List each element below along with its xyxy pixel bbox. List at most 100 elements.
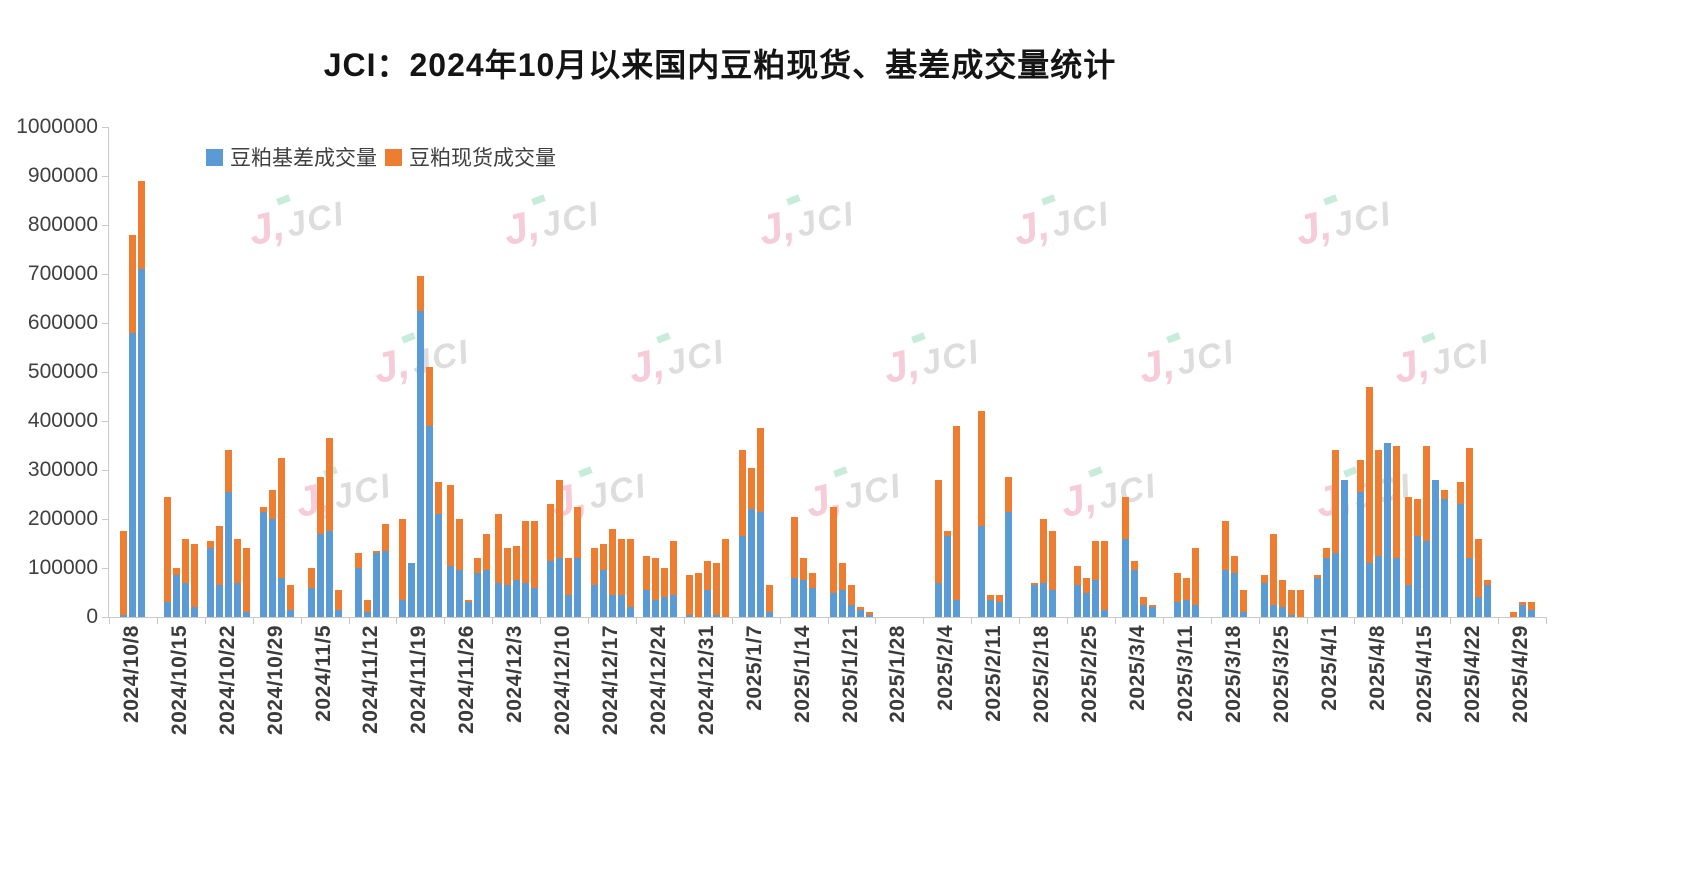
stacked-bar [234, 538, 242, 617]
y-axis-tick [102, 372, 109, 373]
week-group [492, 127, 540, 617]
x-axis-tick [1546, 617, 1547, 624]
week-group [1211, 127, 1259, 617]
bar-segment-basis [373, 553, 381, 617]
stacked-bar [373, 550, 381, 617]
stacked-bar [1384, 443, 1392, 617]
bar-segment-spot [512, 545, 520, 581]
legend-label-spot: 豆粕现货成交量 [409, 147, 556, 170]
stacked-bar [756, 428, 764, 617]
x-axis-label: 2025/3/25 [1269, 625, 1293, 723]
bar-segment-spot [952, 425, 960, 600]
stacked-bar [503, 548, 511, 617]
bar-segment-basis [1121, 538, 1129, 617]
bar-segment-basis [503, 585, 511, 617]
bar-segment-spot [565, 558, 573, 595]
bar-segment-spot [608, 528, 616, 595]
bar-segment-spot [669, 541, 677, 595]
stacked-bar [425, 367, 433, 617]
stacked-bar [316, 477, 324, 617]
bar-segment-spot [382, 523, 390, 551]
week-group [876, 127, 924, 617]
x-axis-label: 2025/4/8 [1365, 625, 1389, 711]
stacked-bar [225, 450, 233, 617]
bar-segment-spot [1101, 541, 1109, 610]
bar-segment-basis [407, 563, 415, 617]
stacked-bar [1183, 577, 1191, 617]
bar-segment-spot [1005, 477, 1013, 512]
bar-segment-spot [446, 484, 454, 566]
bar-segment-spot [1457, 482, 1465, 505]
bar-segment-basis [268, 519, 276, 617]
stacked-bar [172, 568, 180, 617]
x-axis-label: 2025/4/1 [1317, 625, 1341, 711]
y-axis-tick [102, 568, 109, 569]
week-group [732, 127, 780, 617]
bar-segment-spot [830, 506, 838, 593]
week-group [1498, 127, 1546, 617]
bar-segment-basis [1331, 553, 1339, 617]
bar-segment-spot [1231, 555, 1239, 573]
week-group [1019, 127, 1067, 617]
stacked-bar [1083, 577, 1091, 617]
bar-segment-basis [590, 585, 598, 617]
bar-segment-spot [1130, 560, 1138, 571]
stacked-bar [446, 484, 454, 617]
y-axis-label: 900000 [27, 164, 98, 187]
x-axis-cell: 2024/12/10 [539, 625, 587, 785]
stacked-bar [307, 568, 315, 617]
stacked-bar [952, 425, 960, 617]
stacked-bar [1279, 580, 1287, 617]
bar-segment-basis [138, 269, 146, 617]
bar-segment-spot [1270, 533, 1278, 605]
bar-segment-basis [1393, 558, 1401, 617]
bar-segment-basis [1183, 599, 1191, 617]
y-axis-tick [102, 225, 109, 226]
week-group [588, 127, 636, 617]
bar-segment-spot [1083, 577, 1091, 593]
x-axis-cell: 2024/10/29 [252, 625, 300, 785]
bar-segment-basis [642, 590, 650, 617]
x-axis-cell: 2025/4/22 [1449, 625, 1497, 785]
week-group [1067, 127, 1115, 617]
stacked-bar [590, 548, 598, 617]
x-axis-label: 2025/4/29 [1509, 625, 1533, 723]
bar-segment-basis [686, 614, 694, 617]
stacked-bar [334, 590, 342, 617]
bar-segment-spot [181, 538, 189, 583]
y-axis-label: 700000 [27, 262, 98, 285]
bar-segment-basis [225, 492, 233, 617]
bar-segment-spot [848, 585, 856, 605]
bar-segment-basis [978, 526, 986, 617]
bar-segment-spot [866, 612, 874, 615]
stacked-bar [1148, 604, 1156, 617]
x-axis-label: 2025/1/28 [886, 625, 910, 723]
x-axis-tick [827, 617, 829, 624]
stacked-bar [364, 599, 372, 617]
bar-segment-spot [1240, 590, 1248, 613]
week-group [1355, 127, 1403, 617]
bar-segment-basis [1440, 499, 1448, 617]
bar-segment-spot [1297, 590, 1305, 617]
bar-segment-spot [599, 543, 607, 571]
bar-segment-basis [216, 585, 224, 617]
bar-segment-basis [1005, 511, 1013, 617]
x-axis-cell: 2025/4/8 [1354, 625, 1402, 785]
stacked-bar [455, 519, 463, 617]
stacked-bar [686, 575, 694, 617]
stacked-bar [1322, 548, 1330, 617]
bar-segment-basis [987, 599, 995, 617]
week-group [1402, 127, 1450, 617]
stacked-bar [722, 538, 730, 617]
x-axis-cell: 2024/12/24 [635, 625, 683, 785]
x-axis-label: 2024/10/8 [119, 625, 143, 723]
week-group [1259, 127, 1307, 617]
stacked-bar [713, 563, 721, 617]
stacked-bar [1475, 538, 1483, 617]
stacked-bar [1404, 496, 1412, 617]
stacked-bar [1393, 445, 1401, 617]
bar-segment-spot [234, 538, 242, 583]
bar-segment-spot [307, 568, 315, 588]
week-group [780, 127, 828, 617]
